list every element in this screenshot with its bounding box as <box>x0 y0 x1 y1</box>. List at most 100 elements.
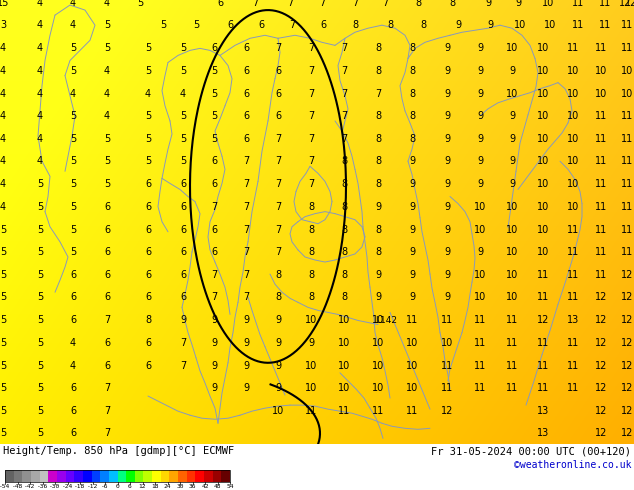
Text: 10: 10 <box>595 89 607 98</box>
Text: 6: 6 <box>180 225 186 235</box>
Text: 4: 4 <box>0 89 6 98</box>
Text: 6: 6 <box>217 0 223 8</box>
Text: 10: 10 <box>506 270 518 280</box>
Text: 10: 10 <box>474 225 486 235</box>
Text: 5: 5 <box>180 44 186 53</box>
Text: -42: -42 <box>24 484 36 489</box>
Text: 4: 4 <box>0 44 6 53</box>
Text: 5: 5 <box>137 0 143 8</box>
Bar <box>152 470 161 482</box>
Text: -48: -48 <box>12 484 23 489</box>
Text: 7: 7 <box>375 89 381 98</box>
Text: 7: 7 <box>341 111 347 121</box>
Text: 9: 9 <box>409 201 415 212</box>
Text: 11: 11 <box>621 225 633 235</box>
Text: 12: 12 <box>537 316 549 325</box>
Text: 36: 36 <box>189 484 197 489</box>
Text: 8: 8 <box>352 20 358 30</box>
Bar <box>109 470 117 482</box>
Text: 13: 13 <box>567 316 579 325</box>
Text: 9: 9 <box>375 293 381 302</box>
Text: 11: 11 <box>599 0 611 8</box>
Text: 4: 4 <box>37 156 43 166</box>
Text: 5: 5 <box>145 134 151 144</box>
Text: 10: 10 <box>537 111 549 121</box>
Text: 7: 7 <box>352 0 358 8</box>
Text: 12: 12 <box>621 293 633 302</box>
Text: 10: 10 <box>506 293 518 302</box>
Text: 10: 10 <box>537 66 549 75</box>
Text: 8: 8 <box>145 316 151 325</box>
Text: 12: 12 <box>441 406 453 416</box>
Text: 12: 12 <box>625 0 634 8</box>
Text: 8: 8 <box>341 156 347 166</box>
Text: 10: 10 <box>506 225 518 235</box>
Text: 9: 9 <box>243 383 249 393</box>
Text: 8: 8 <box>449 0 455 8</box>
Text: 9: 9 <box>409 179 415 190</box>
Text: 9: 9 <box>211 338 217 347</box>
Text: 11: 11 <box>506 338 518 347</box>
Text: -30: -30 <box>49 484 61 489</box>
Text: 6: 6 <box>180 270 186 280</box>
Text: 7: 7 <box>104 383 110 393</box>
Text: 5: 5 <box>70 156 76 166</box>
Text: 11: 11 <box>621 111 633 121</box>
Text: 6: 6 <box>258 20 264 30</box>
Text: 10: 10 <box>537 134 549 144</box>
Text: 11: 11 <box>567 44 579 53</box>
Text: 9: 9 <box>444 134 450 144</box>
Text: 11: 11 <box>595 156 607 166</box>
Text: 10: 10 <box>406 383 418 393</box>
Text: 5: 5 <box>70 134 76 144</box>
Text: 10: 10 <box>372 316 384 325</box>
Bar <box>22 470 31 482</box>
Bar <box>14 470 22 482</box>
Text: 9: 9 <box>444 247 450 257</box>
Text: 4: 4 <box>37 111 43 121</box>
Text: 10: 10 <box>537 247 549 257</box>
Text: 10: 10 <box>506 44 518 53</box>
Text: 11: 11 <box>441 361 453 371</box>
Text: 10: 10 <box>474 293 486 302</box>
Text: 10: 10 <box>621 89 633 98</box>
Text: 6: 6 <box>145 361 151 371</box>
Bar <box>5 470 230 482</box>
Text: 10: 10 <box>338 383 350 393</box>
Bar <box>169 470 178 482</box>
Text: 6: 6 <box>275 66 281 75</box>
Text: 6: 6 <box>211 44 217 53</box>
Text: 7: 7 <box>275 179 281 190</box>
Text: -36: -36 <box>37 484 48 489</box>
Text: 11: 11 <box>621 156 633 166</box>
Text: 9: 9 <box>477 44 483 53</box>
Text: 9: 9 <box>485 0 491 8</box>
Text: 9: 9 <box>444 201 450 212</box>
Text: 10: 10 <box>338 338 350 347</box>
Text: 12: 12 <box>595 428 607 439</box>
Text: 8: 8 <box>420 20 426 30</box>
Text: 9: 9 <box>509 66 515 75</box>
Text: 12: 12 <box>621 338 633 347</box>
Text: 11: 11 <box>595 134 607 144</box>
Text: 9: 9 <box>444 225 450 235</box>
Text: 6: 6 <box>145 293 151 302</box>
Text: 5: 5 <box>37 316 43 325</box>
Text: 5: 5 <box>211 111 217 121</box>
Text: 10: 10 <box>506 201 518 212</box>
Text: 8: 8 <box>375 66 381 75</box>
Text: 6: 6 <box>227 20 233 30</box>
Text: 42: 42 <box>201 484 209 489</box>
Text: 10: 10 <box>537 201 549 212</box>
Text: 11: 11 <box>372 406 384 416</box>
Text: 9: 9 <box>477 89 483 98</box>
Text: 8: 8 <box>341 247 347 257</box>
Text: 12: 12 <box>621 428 633 439</box>
Text: 6: 6 <box>104 361 110 371</box>
Text: 5: 5 <box>0 361 6 371</box>
Text: 11: 11 <box>338 406 350 416</box>
Text: 9: 9 <box>409 247 415 257</box>
Text: 11: 11 <box>506 361 518 371</box>
Text: 9: 9 <box>444 44 450 53</box>
Text: 0: 0 <box>115 484 119 489</box>
